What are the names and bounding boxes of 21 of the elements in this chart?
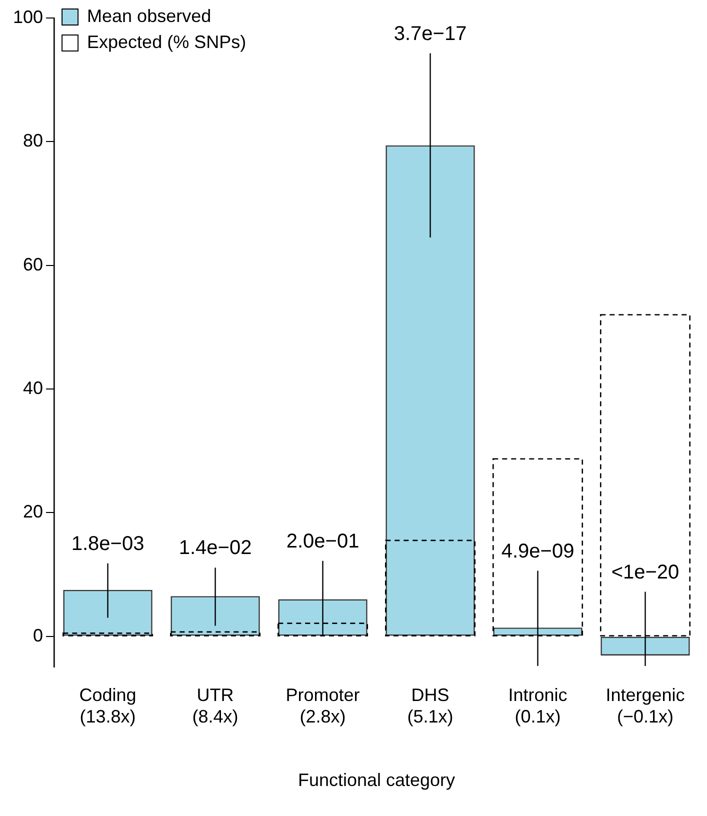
x-axis-title: Functional category [298, 770, 456, 790]
y-tick-label: 60 [23, 254, 44, 274]
x-tick-label: UTR (8.4x) [192, 684, 238, 727]
x-tick-label: Coding (13.8x) [79, 684, 136, 727]
annotation: 4.9e−09 [501, 540, 574, 562]
y-tick-label: 100 [12, 6, 44, 27]
legend-label: Expected (% SNPs) [87, 32, 246, 52]
x-tick-label: Promoter (2.8x) [286, 684, 360, 727]
annotation: <1e−20 [611, 561, 680, 584]
annotation: 3.7e−17 [394, 22, 467, 45]
annotation: 1.4e−02 [178, 537, 252, 560]
x-tick-label: Intronic (0.1x) [508, 684, 568, 727]
y-tick-label: 80 [23, 130, 44, 151]
y-tick-label: 40 [23, 378, 44, 398]
legend-label: Mean observed [87, 6, 212, 26]
x-tick-label: Intergenic (−0.1x) [606, 684, 685, 727]
annotation: 1.8e−03 [71, 532, 144, 555]
x-tick-label: DHS (5.1x) [407, 684, 454, 727]
y-tick-label: 0 [33, 625, 44, 646]
y-tick-label: 20 [23, 502, 44, 522]
annotation: 2.0e−01 [286, 530, 360, 552]
